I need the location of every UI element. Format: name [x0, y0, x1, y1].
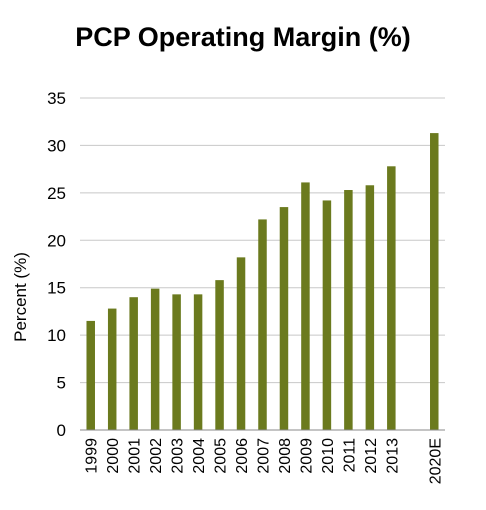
y-tick-label: 35 [47, 89, 66, 108]
x-tick-label: 2011 [341, 438, 358, 473]
x-tick-label: 2002 [148, 438, 165, 474]
bar-2013 [387, 166, 396, 430]
x-tick-label: 2013 [384, 438, 401, 474]
bars [86, 133, 439, 430]
x-tick-label: 2020E [427, 438, 444, 484]
x-tick-label: 2009 [298, 438, 315, 474]
bar-2011 [344, 190, 353, 430]
bar-2005 [215, 280, 224, 430]
bar-1999 [86, 320, 95, 430]
x-tick-label: 2004 [191, 438, 208, 474]
y-tick-label: 30 [47, 136, 66, 155]
x-axis-ticks: 1999 2000 2001 2002 2003 2004 2005 2006 2007 2008… [84, 438, 445, 484]
bar-2000 [107, 308, 117, 430]
x-tick-label: 2010 [320, 438, 337, 474]
bar-2001 [129, 297, 138, 430]
bar-2002 [150, 288, 160, 430]
bar-2006 [236, 257, 246, 430]
bar-2007 [258, 219, 267, 430]
bar-2010 [322, 200, 332, 430]
y-tick-label: 0 [57, 421, 66, 440]
x-tick-label: 1999 [84, 438, 101, 474]
bar-2003 [172, 294, 181, 430]
x-tick-label: 2005 [213, 438, 230, 474]
chart-title: PCP Operating Margin (%) [75, 22, 411, 52]
y-tick-label: 20 [47, 231, 66, 250]
y-axis-label: Percent (%) [11, 252, 30, 342]
bar-2012 [365, 185, 375, 430]
bar-2009 [301, 182, 310, 430]
y-tick-label: 10 [47, 326, 66, 345]
y-tick-label: 25 [47, 184, 66, 203]
x-tick-label: 2008 [277, 438, 294, 474]
y-tick-label: 15 [47, 279, 66, 298]
x-tick-label: 2001 [127, 438, 144, 474]
x-tick-label: 2000 [105, 438, 122, 474]
bar-2020E [430, 133, 439, 430]
x-tick-label: 2007 [256, 438, 273, 474]
x-tick-label: 2012 [363, 438, 380, 474]
x-tick-label: 2006 [234, 438, 251, 474]
x-tick-label: 2003 [170, 438, 187, 474]
bar-2008 [279, 207, 289, 430]
bar-2004 [193, 294, 203, 430]
y-tick-label: 5 [57, 374, 66, 393]
y-axis-ticks: 0 5 10 15 20 25 30 35 [47, 89, 66, 440]
